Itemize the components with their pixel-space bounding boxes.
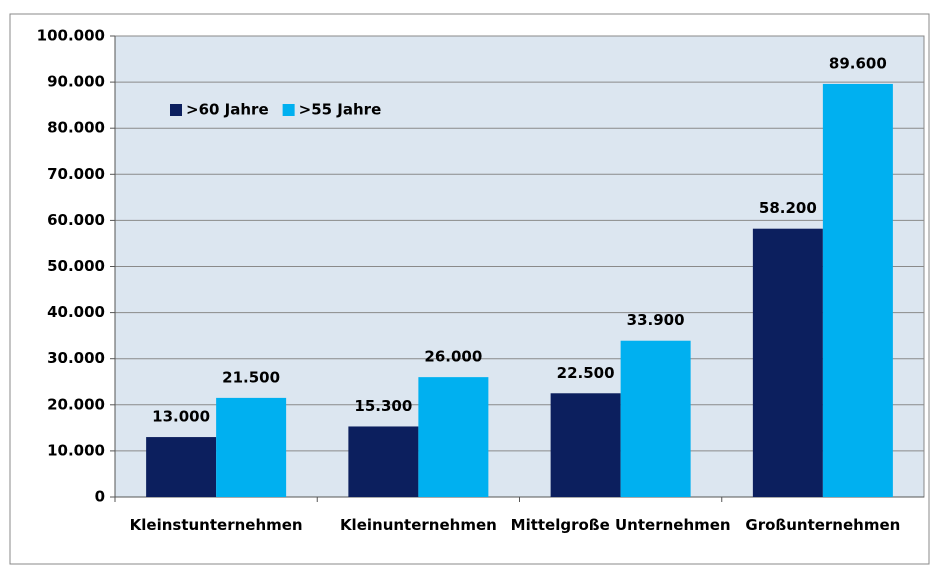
- bar: [620, 340, 691, 497]
- x-tick-label: Großunternehmen: [745, 516, 901, 534]
- legend-swatch: [170, 104, 182, 116]
- bar: [418, 377, 489, 497]
- bar: [550, 393, 621, 497]
- y-tick-label: 80.000: [47, 119, 105, 137]
- y-tick-label: 0: [95, 488, 105, 506]
- x-tick-label: Kleinstunternehmen: [129, 516, 303, 534]
- bar: [752, 228, 823, 497]
- y-tick-label: 10.000: [47, 441, 105, 459]
- x-tick-label: Mittelgroße Unternehmen: [510, 516, 731, 534]
- value-label: 21.500: [222, 368, 280, 386]
- y-tick-label: 70.000: [47, 165, 105, 183]
- legend-swatch: [282, 104, 295, 116]
- legend-label: >60 Jahre: [186, 101, 269, 119]
- y-tick-label: 50.000: [47, 257, 105, 275]
- value-label: 89.600: [829, 54, 887, 72]
- value-label: 58.200: [759, 199, 817, 217]
- y-tick-label: 90.000: [47, 73, 105, 91]
- value-label: 26.000: [424, 348, 482, 366]
- y-tick-label: 100.000: [37, 27, 105, 45]
- value-label: 15.300: [354, 397, 412, 415]
- bar: [216, 397, 287, 497]
- value-label: 13.000: [152, 408, 210, 426]
- value-label: 33.900: [627, 311, 685, 329]
- y-tick-label: 20.000: [47, 395, 105, 413]
- value-label: 22.500: [557, 364, 615, 382]
- bar: [822, 83, 893, 497]
- y-tick-label: 40.000: [47, 303, 105, 321]
- bar: [146, 437, 217, 497]
- y-tick-label: 60.000: [47, 211, 105, 229]
- legend-label: >55 Jahre: [299, 101, 382, 119]
- bar: [348, 426, 419, 497]
- y-tick-label: 30.000: [47, 349, 105, 367]
- x-tick-label: Kleinunternehmen: [339, 516, 497, 534]
